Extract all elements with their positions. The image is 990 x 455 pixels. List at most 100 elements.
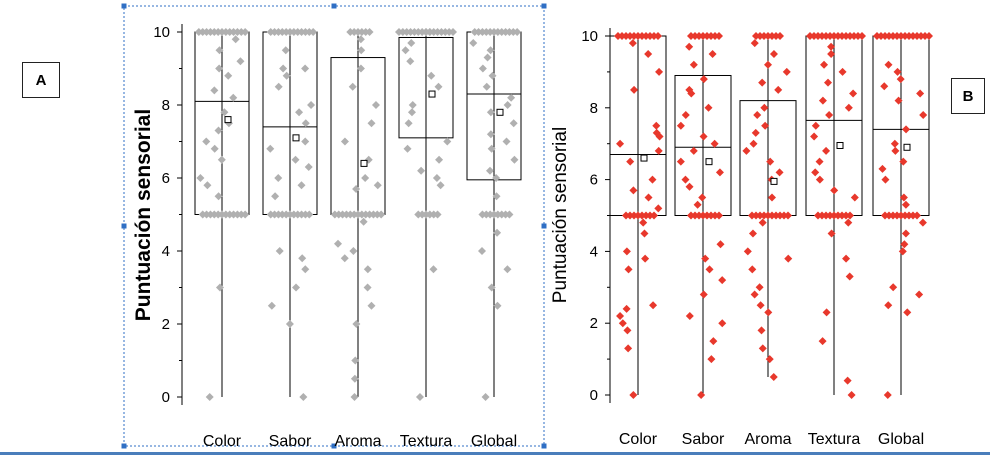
data-point [359, 217, 368, 226]
y-axis-title: Puntuación sensorial [132, 109, 155, 321]
data-point [704, 103, 713, 112]
x-category-label: Sabor [269, 433, 312, 450]
data-point [352, 184, 361, 193]
x-category-label: Sabor [682, 431, 725, 448]
data-point [715, 211, 723, 220]
selection-frame [123, 5, 545, 447]
data-point [842, 254, 851, 263]
data-point [202, 137, 211, 146]
data-point [843, 376, 852, 385]
y-tick-label: 4 [590, 243, 598, 260]
data-point [699, 132, 708, 141]
data-point [629, 186, 638, 195]
data-point [481, 393, 490, 401]
data-point [757, 326, 766, 335]
data-point [655, 132, 664, 141]
data-point [224, 71, 233, 80]
data-point [902, 125, 911, 134]
y-tick-label: 8 [162, 97, 170, 114]
y-tick-label: 6 [162, 170, 170, 187]
data-point [407, 38, 416, 47]
data-point [701, 254, 710, 263]
data-point [776, 32, 784, 40]
data-point [685, 42, 694, 51]
data-point [285, 320, 294, 328]
data-point [850, 193, 859, 202]
data-point [274, 174, 283, 182]
data-point [291, 155, 300, 164]
data-point [649, 301, 658, 310]
data-point [333, 239, 342, 248]
data-point [676, 121, 685, 130]
data-point [275, 247, 284, 255]
data-point [215, 283, 224, 292]
data-point [901, 200, 910, 209]
data-point [478, 64, 487, 73]
data-point [699, 75, 708, 84]
data-point [618, 319, 627, 328]
data-point [492, 192, 501, 201]
data-point [689, 60, 698, 69]
data-point [752, 32, 760, 40]
data-point [844, 218, 853, 227]
mean-marker [428, 90, 436, 98]
data-point [827, 229, 836, 238]
data-point [622, 247, 631, 256]
y-tick-label: 8 [590, 100, 598, 117]
data-point [241, 210, 250, 219]
data-point [510, 155, 519, 164]
data-point [507, 93, 516, 102]
data-point [769, 373, 778, 382]
data-point [818, 96, 827, 105]
data-point [266, 144, 275, 153]
selection-handle [541, 223, 547, 229]
y-axis-title: Puntuación sensorial [550, 127, 571, 303]
data-point [198, 210, 207, 219]
data-point [493, 228, 502, 237]
data-point [650, 211, 658, 220]
data-point [373, 181, 382, 190]
mean-marker [770, 177, 778, 185]
data-point [718, 276, 727, 285]
mean-marker [705, 158, 713, 166]
data-point [469, 38, 478, 47]
data-point [365, 28, 374, 36]
panel-a-chart[interactable]: 0 2 4 6 8 10 Puntuación sensorial Color Sabor Aro… [121, 3, 547, 451]
data-point [699, 290, 708, 299]
selection-handle [121, 3, 127, 9]
data-point [823, 78, 832, 87]
data-point [614, 32, 622, 40]
data-point [624, 344, 633, 353]
data-point [194, 28, 203, 36]
data-point [297, 181, 306, 190]
data-point [482, 82, 491, 91]
data-point [761, 121, 770, 130]
data-point [784, 211, 792, 220]
data-point [196, 174, 205, 182]
data-point [292, 283, 301, 292]
data-point [629, 391, 638, 399]
data-point [708, 49, 717, 58]
data-point [822, 308, 831, 317]
data-point [449, 28, 457, 36]
data-point [751, 128, 760, 137]
panel-a-label: A [22, 62, 60, 98]
data-point [818, 337, 827, 346]
data-point [298, 254, 307, 263]
data-point [210, 86, 219, 95]
data-point [301, 119, 310, 128]
panel-b-chart: 0 2 4 6 8 10 Puntuación sensorial Color Sabor Aro… [550, 28, 933, 448]
data-point [436, 181, 445, 190]
data-point [351, 356, 360, 365]
data-point [849, 89, 858, 98]
data-point [493, 301, 502, 310]
data-point [350, 393, 359, 401]
data-point [301, 137, 310, 146]
data-point [203, 181, 212, 190]
data-point [838, 67, 847, 76]
data-point [377, 210, 386, 219]
data-point [236, 57, 245, 66]
data-point [822, 146, 831, 155]
data-point [847, 391, 856, 399]
data-point [434, 82, 443, 91]
